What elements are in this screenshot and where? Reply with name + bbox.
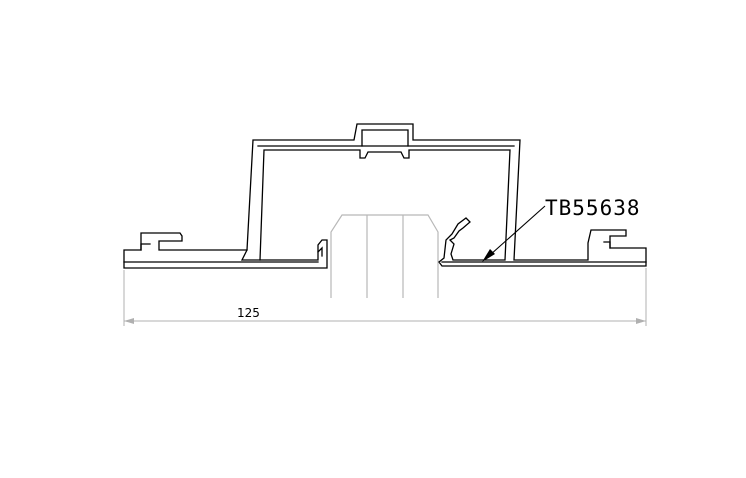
- center-insert: [330, 214, 439, 298]
- width-dimension: [123, 268, 647, 326]
- profile-top-channel: [361, 129, 409, 147]
- profile-left-clip: [140, 243, 151, 251]
- dimension-arrow-right: [636, 318, 646, 324]
- profile-outer-contour: [123, 123, 647, 269]
- part-number-label: TB55638: [545, 196, 641, 220]
- part-leader: [482, 205, 546, 262]
- aluminium-profile: [123, 123, 647, 269]
- profile-right-clip: [603, 241, 611, 249]
- leader-arrowhead: [482, 249, 495, 262]
- leader-line: [489, 205, 546, 256]
- profile-left-notch: [317, 246, 323, 257]
- dimension-arrow-left: [124, 318, 134, 324]
- insert-outline: [330, 214, 439, 298]
- profile-inner-left-wall: [240, 249, 261, 261]
- width-dimension-value: 125: [237, 306, 260, 320]
